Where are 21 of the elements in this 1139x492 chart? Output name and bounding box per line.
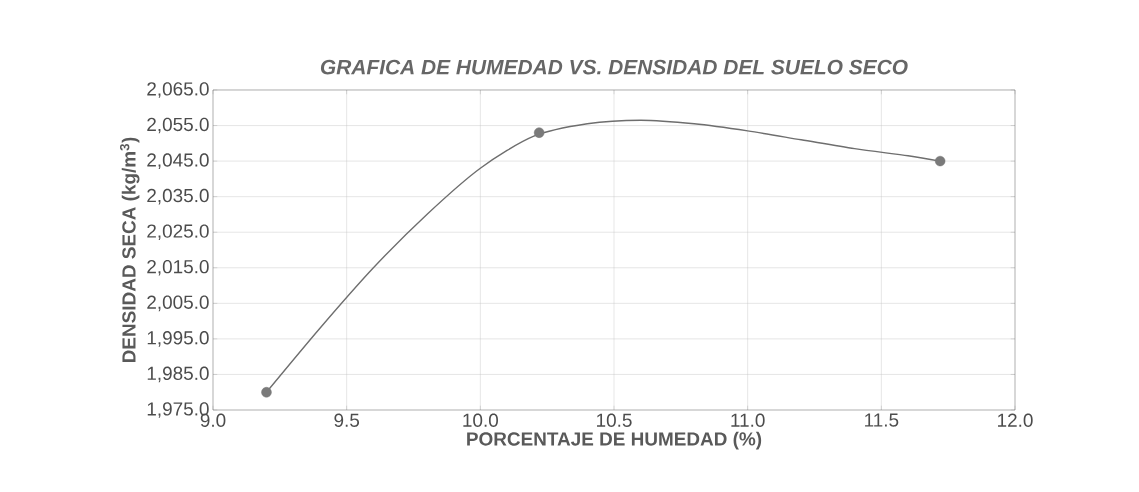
y-tick-label: 2,025.0 (147, 224, 209, 241)
y-tick-label: 2,055.0 (147, 117, 209, 134)
x-tick-label: 12.0 (998, 413, 1033, 427)
chart-title: GRAFICA DE HUMEDAD VS. DENSIDAD DEL SUELO SECO (320, 59, 908, 75)
y-tick-label: 2,015.0 (147, 259, 209, 276)
y-tick-label: 2,035.0 (147, 188, 209, 205)
x-tick-label: 11.5 (865, 413, 899, 427)
y-tick-label: 1,985.0 (147, 366, 209, 383)
y-axis-title: DENSIDAD SECA (kg/m$^{3}$) (119, 137, 140, 363)
y-tick-label: 2,005.0 (147, 295, 209, 312)
y-tick-label: 1,995.0 (147, 331, 209, 347)
x-tick-label: 10.5 (597, 413, 632, 427)
x-tick-label: 10.0 (463, 413, 499, 427)
x-axis-title: PORCENTAJE DE HUMEDAD (%) (467, 431, 762, 450)
y-tick-label: 2,045.0 (147, 153, 209, 169)
x-tick-label: 9.5 (334, 413, 360, 427)
x-tick-label: 11.0 (731, 413, 765, 427)
point (934, 155, 946, 167)
y-tick-label: 2,065.0 (147, 82, 209, 98)
point (533, 127, 545, 138)
point (261, 387, 272, 398)
